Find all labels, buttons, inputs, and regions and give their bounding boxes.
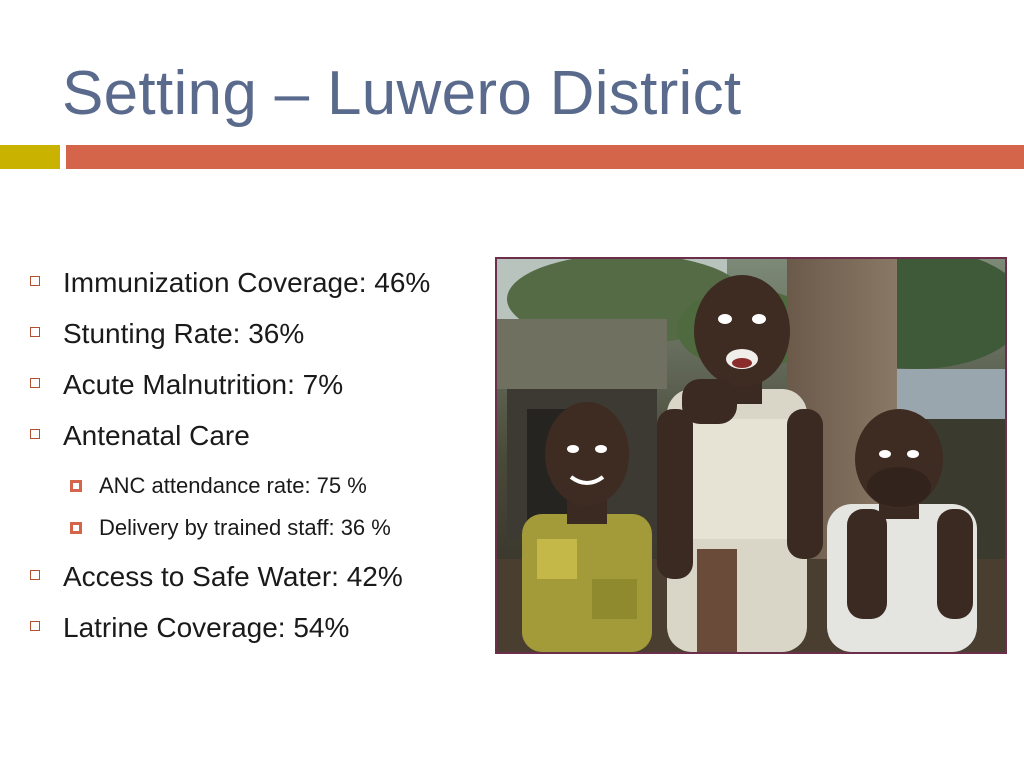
accent-bar-yellow	[0, 145, 60, 169]
square-bullet-icon	[30, 429, 40, 439]
sub-bullet-item: ANC attendance rate: 75 %	[30, 466, 490, 508]
sub-bullet-item: Delivery by trained staff: 36 %	[30, 508, 490, 550]
slide-title: Setting – Luwero District	[62, 59, 742, 128]
bullet-item: Antenatal Care	[30, 415, 490, 466]
accent-bar-orange	[66, 145, 1024, 169]
sub-bullet-text: ANC attendance rate: 75 %	[99, 473, 367, 498]
bullet-item: Latrine Coverage: 54%	[30, 607, 490, 658]
square-bullet-icon	[30, 378, 40, 388]
square-bullet-icon	[30, 327, 40, 337]
photo-illustration	[497, 259, 1005, 652]
bullet-text: Antenatal Care	[63, 420, 250, 451]
sub-bullet-text: Delivery by trained staff: 36 %	[99, 515, 391, 540]
bullet-text: Latrine Coverage: 54%	[63, 612, 350, 643]
bullet-item: Stunting Rate: 36%	[30, 313, 490, 364]
bullet-list: Immunization Coverage: 46% Stunting Rate…	[30, 262, 490, 658]
bullet-item: Access to Safe Water: 42%	[30, 556, 490, 607]
filled-square-bullet-icon	[70, 522, 82, 534]
bullet-text: Stunting Rate: 36%	[63, 318, 305, 349]
square-bullet-icon	[30, 621, 40, 631]
square-bullet-icon	[30, 570, 40, 580]
bullet-text: Access to Safe Water: 42%	[63, 561, 403, 592]
square-bullet-icon	[30, 276, 40, 286]
bullet-text: Acute Malnutrition: 7%	[63, 369, 344, 400]
bullet-item: Immunization Coverage: 46%	[30, 262, 490, 313]
filled-square-bullet-icon	[70, 480, 82, 492]
children-photo	[495, 257, 1007, 654]
bullet-text: Immunization Coverage: 46%	[63, 267, 431, 298]
bullet-item: Acute Malnutrition: 7%	[30, 364, 490, 415]
